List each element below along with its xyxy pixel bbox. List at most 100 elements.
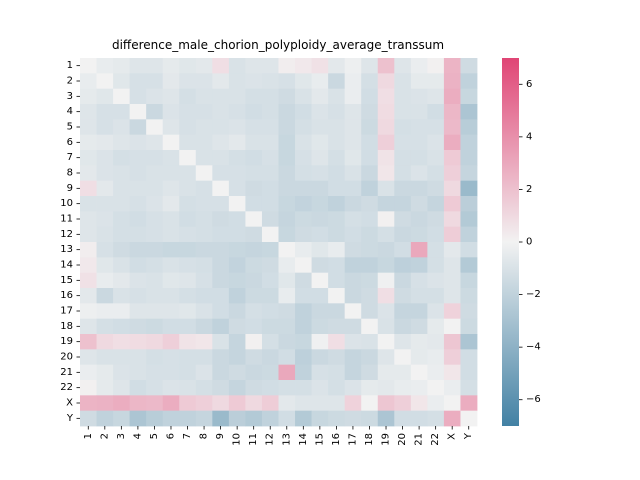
heatmap-cell (295, 150, 312, 166)
heatmap-cell (228, 364, 246, 381)
heatmap-cell (361, 410, 379, 427)
heatmap-cell (245, 196, 263, 212)
heatmap-cell (113, 257, 131, 274)
heatmap-cell (195, 119, 213, 136)
heatmap-cell (179, 272, 197, 289)
heatmap-cell (96, 58, 114, 74)
column-tick-label: 20 (397, 433, 408, 446)
heatmap-cell (129, 242, 147, 258)
heatmap-cell (328, 104, 346, 120)
column-tick-label: 5 (149, 433, 160, 439)
heatmap-cell (261, 410, 279, 427)
heatmap-cell (146, 196, 164, 212)
heatmap-cell (377, 211, 395, 228)
heatmap-cell (361, 211, 379, 228)
heatmap-cell (295, 226, 312, 243)
heatmap-cell (228, 119, 246, 136)
heatmap-cell (146, 395, 164, 412)
heatmap-cell (344, 257, 362, 274)
heatmap-cell (377, 242, 395, 258)
heatmap-cell (228, 395, 246, 412)
heatmap-cell (410, 410, 428, 427)
heatmap-cell (80, 211, 97, 228)
heatmap-cell (460, 58, 478, 74)
heatmap-cell (460, 196, 478, 212)
heatmap-cell (427, 180, 445, 197)
heatmap-cell (394, 410, 412, 427)
heatmap-cell (295, 318, 312, 335)
heatmap-cell (410, 334, 428, 350)
heatmap-cell (460, 242, 478, 258)
heatmap-cell (162, 242, 180, 258)
heatmap-cell (394, 104, 412, 120)
colorbar (502, 58, 519, 426)
heatmap-cell (212, 380, 230, 396)
heatmap-cell (228, 318, 246, 335)
heatmap-cell (410, 288, 428, 304)
heatmap-cell (460, 349, 478, 366)
heatmap-cell (295, 334, 312, 350)
heatmap-cell (245, 88, 263, 105)
heatmap-cell (328, 395, 346, 412)
heatmap-cell (328, 410, 346, 427)
heatmap-cell (311, 349, 329, 366)
heatmap-cell (328, 303, 346, 320)
heatmap-cell (228, 272, 246, 289)
row-tick-label: X (66, 398, 73, 409)
column-tick-label: 15 (314, 433, 325, 446)
heatmap-cell (129, 288, 147, 304)
heatmap-cell (460, 318, 478, 335)
heatmap-cell (295, 242, 312, 258)
heatmap-cell (344, 272, 362, 289)
heatmap-cell (295, 73, 312, 90)
heatmap-cell (113, 165, 131, 182)
heatmap-cell (212, 196, 230, 212)
heatmap-cell (245, 165, 263, 182)
heatmap-cell (162, 303, 180, 320)
heatmap-cell (179, 165, 197, 182)
heatmap-cell (96, 165, 114, 182)
heatmap-cell (427, 211, 445, 228)
heatmap-cell (311, 318, 329, 335)
heatmap-cell (96, 119, 114, 136)
row-tick-label: 6 (67, 137, 73, 148)
heatmap-cell (245, 349, 263, 366)
heatmap-cell (427, 349, 445, 366)
heatmap-cell (245, 288, 263, 304)
heatmap-cell (295, 349, 312, 366)
heatmap-cell (328, 349, 346, 366)
heatmap-cell (311, 119, 329, 136)
heatmap-cell (113, 364, 131, 381)
heatmap-cell (344, 180, 362, 197)
heatmap-cell (261, 288, 279, 304)
heatmap-cell (96, 104, 114, 120)
heatmap-cell (261, 134, 279, 151)
heatmap-cell (146, 73, 164, 90)
heatmap-cell (113, 380, 131, 396)
column-tick-label: 10 (232, 433, 243, 446)
heatmap-cell (113, 318, 131, 335)
heatmap-cell (410, 364, 428, 381)
heatmap-cell (146, 380, 164, 396)
heatmap-cell (179, 134, 197, 151)
heatmap-cell (344, 242, 362, 258)
heatmap-cell (228, 134, 246, 151)
heatmap-cell (162, 211, 180, 228)
row-tick-label: 21 (60, 367, 73, 378)
column-tick-label: Y (463, 432, 474, 440)
heatmap-cell (113, 211, 131, 228)
heatmap-cell (427, 226, 445, 243)
heatmap-cell (96, 272, 114, 289)
heatmap-cell (295, 211, 312, 228)
heatmap-cell (410, 119, 428, 136)
heatmap-cell (344, 73, 362, 90)
heatmap-cell (162, 119, 180, 136)
heatmap-cell (377, 272, 395, 289)
heatmap-cell (394, 318, 412, 335)
heatmap-cell (361, 257, 379, 274)
heatmap-cell (361, 364, 379, 381)
heatmap-cell (179, 150, 197, 166)
heatmap-cell (195, 73, 213, 90)
heatmap-cell (162, 257, 180, 274)
